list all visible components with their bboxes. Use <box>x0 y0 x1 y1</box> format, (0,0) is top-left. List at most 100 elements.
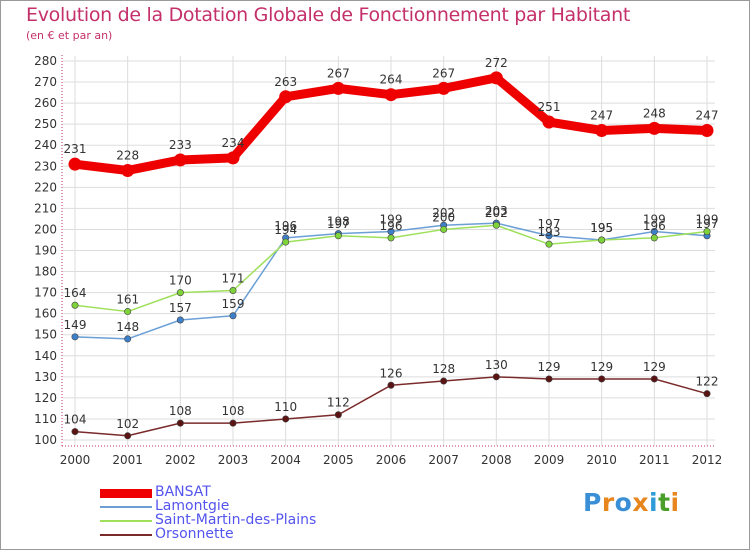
data-label: 272 <box>485 56 508 70</box>
data-point <box>176 419 184 427</box>
data-label: 194 <box>274 223 297 237</box>
data-label: 122 <box>696 375 719 389</box>
legend-label: Saint-Martin-des-Plains <box>155 512 317 528</box>
x-tick-label: 2004 <box>270 453 301 467</box>
data-label: 148 <box>116 320 139 334</box>
data-label: 248 <box>643 106 666 120</box>
legend-label: Lamontgie <box>155 498 230 514</box>
data-label: 110 <box>274 400 297 414</box>
y-tick-label: 260 <box>34 96 57 110</box>
data-label: 164 <box>64 286 87 300</box>
data-point <box>647 121 661 135</box>
data-label: 251 <box>538 100 561 114</box>
data-point <box>384 88 398 102</box>
data-label: 267 <box>432 66 455 80</box>
data-label: 193 <box>538 225 561 239</box>
data-label: 129 <box>590 360 613 374</box>
data-point <box>71 301 79 309</box>
data-point <box>650 375 658 383</box>
data-label: 102 <box>116 417 139 431</box>
x-tick-label: 2007 <box>428 453 459 467</box>
data-point <box>68 157 82 171</box>
data-point <box>334 411 342 419</box>
data-label: 203 <box>485 204 508 218</box>
data-point <box>595 123 609 137</box>
data-label: 233 <box>169 138 192 152</box>
data-label: 129 <box>538 360 561 374</box>
y-tick-label: 230 <box>34 159 57 173</box>
data-point <box>124 308 132 316</box>
data-label: 247 <box>590 108 613 122</box>
data-label: 171 <box>222 272 245 286</box>
data-label: 267 <box>327 66 350 80</box>
data-label: 196 <box>274 219 297 233</box>
data-point <box>229 287 237 295</box>
data-label: 202 <box>485 206 508 220</box>
data-label: 264 <box>380 73 403 87</box>
data-label: 196 <box>380 219 403 233</box>
y-tick-label: 210 <box>34 201 57 215</box>
data-label: 231 <box>64 142 87 156</box>
data-label: 104 <box>64 413 87 427</box>
legend-swatch <box>100 489 152 498</box>
data-label: 228 <box>116 148 139 162</box>
data-point <box>489 71 503 85</box>
data-point <box>229 312 237 320</box>
legend-swatch <box>100 520 152 522</box>
y-tick-label: 120 <box>34 391 57 405</box>
data-point <box>282 415 290 423</box>
data-point <box>542 115 556 129</box>
y-tick-label: 200 <box>34 222 57 236</box>
proxiti-logo: Proxiti <box>583 488 680 517</box>
legend-swatch <box>100 506 152 508</box>
x-tick-label: 2008 <box>481 453 512 467</box>
data-label: 198 <box>327 215 350 229</box>
data-label: 200 <box>432 210 455 224</box>
data-point <box>176 316 184 324</box>
x-tick-label: 2012 <box>692 453 723 467</box>
y-tick-label: 170 <box>34 286 57 300</box>
x-tick-label: 2002 <box>165 453 196 467</box>
y-tick-label: 130 <box>34 370 57 384</box>
data-label: 234 <box>222 136 245 150</box>
data-point <box>440 225 448 233</box>
data-label: 195 <box>590 221 613 235</box>
data-point <box>387 381 395 389</box>
data-point <box>279 90 293 104</box>
data-point <box>229 419 237 427</box>
x-tick-label: 2001 <box>112 453 143 467</box>
y-tick-label: 270 <box>34 75 57 89</box>
data-label: 197 <box>696 217 719 231</box>
y-tick-label: 220 <box>34 180 57 194</box>
x-tick-label: 2000 <box>60 453 91 467</box>
data-label: 126 <box>380 366 403 380</box>
data-label: 170 <box>169 274 192 288</box>
x-tick-label: 2011 <box>639 453 670 467</box>
y-tick-label: 110 <box>34 412 57 426</box>
data-point <box>334 232 342 240</box>
data-point <box>703 228 711 236</box>
y-tick-label: 160 <box>34 307 57 321</box>
data-point <box>173 153 187 167</box>
data-point <box>545 240 553 248</box>
y-tick-label: 280 <box>34 54 57 68</box>
data-point <box>492 221 500 229</box>
y-tick-label: 140 <box>34 349 57 363</box>
y-tick-label: 150 <box>34 328 57 342</box>
data-label: 108 <box>169 404 192 418</box>
data-label: 199 <box>380 213 403 227</box>
data-label: 161 <box>116 293 139 307</box>
chart-subtitle: (en € et par an) <box>26 29 113 42</box>
legend-label: BANSAT <box>155 484 211 500</box>
data-label: 196 <box>643 219 666 233</box>
data-point <box>598 236 606 244</box>
data-point <box>598 375 606 383</box>
data-label: 159 <box>222 297 245 311</box>
y-tick-label: 180 <box>34 265 57 279</box>
data-label: 263 <box>274 75 297 89</box>
data-label: 108 <box>222 404 245 418</box>
data-point <box>121 163 135 177</box>
data-point <box>492 373 500 381</box>
y-tick-label: 240 <box>34 138 57 152</box>
